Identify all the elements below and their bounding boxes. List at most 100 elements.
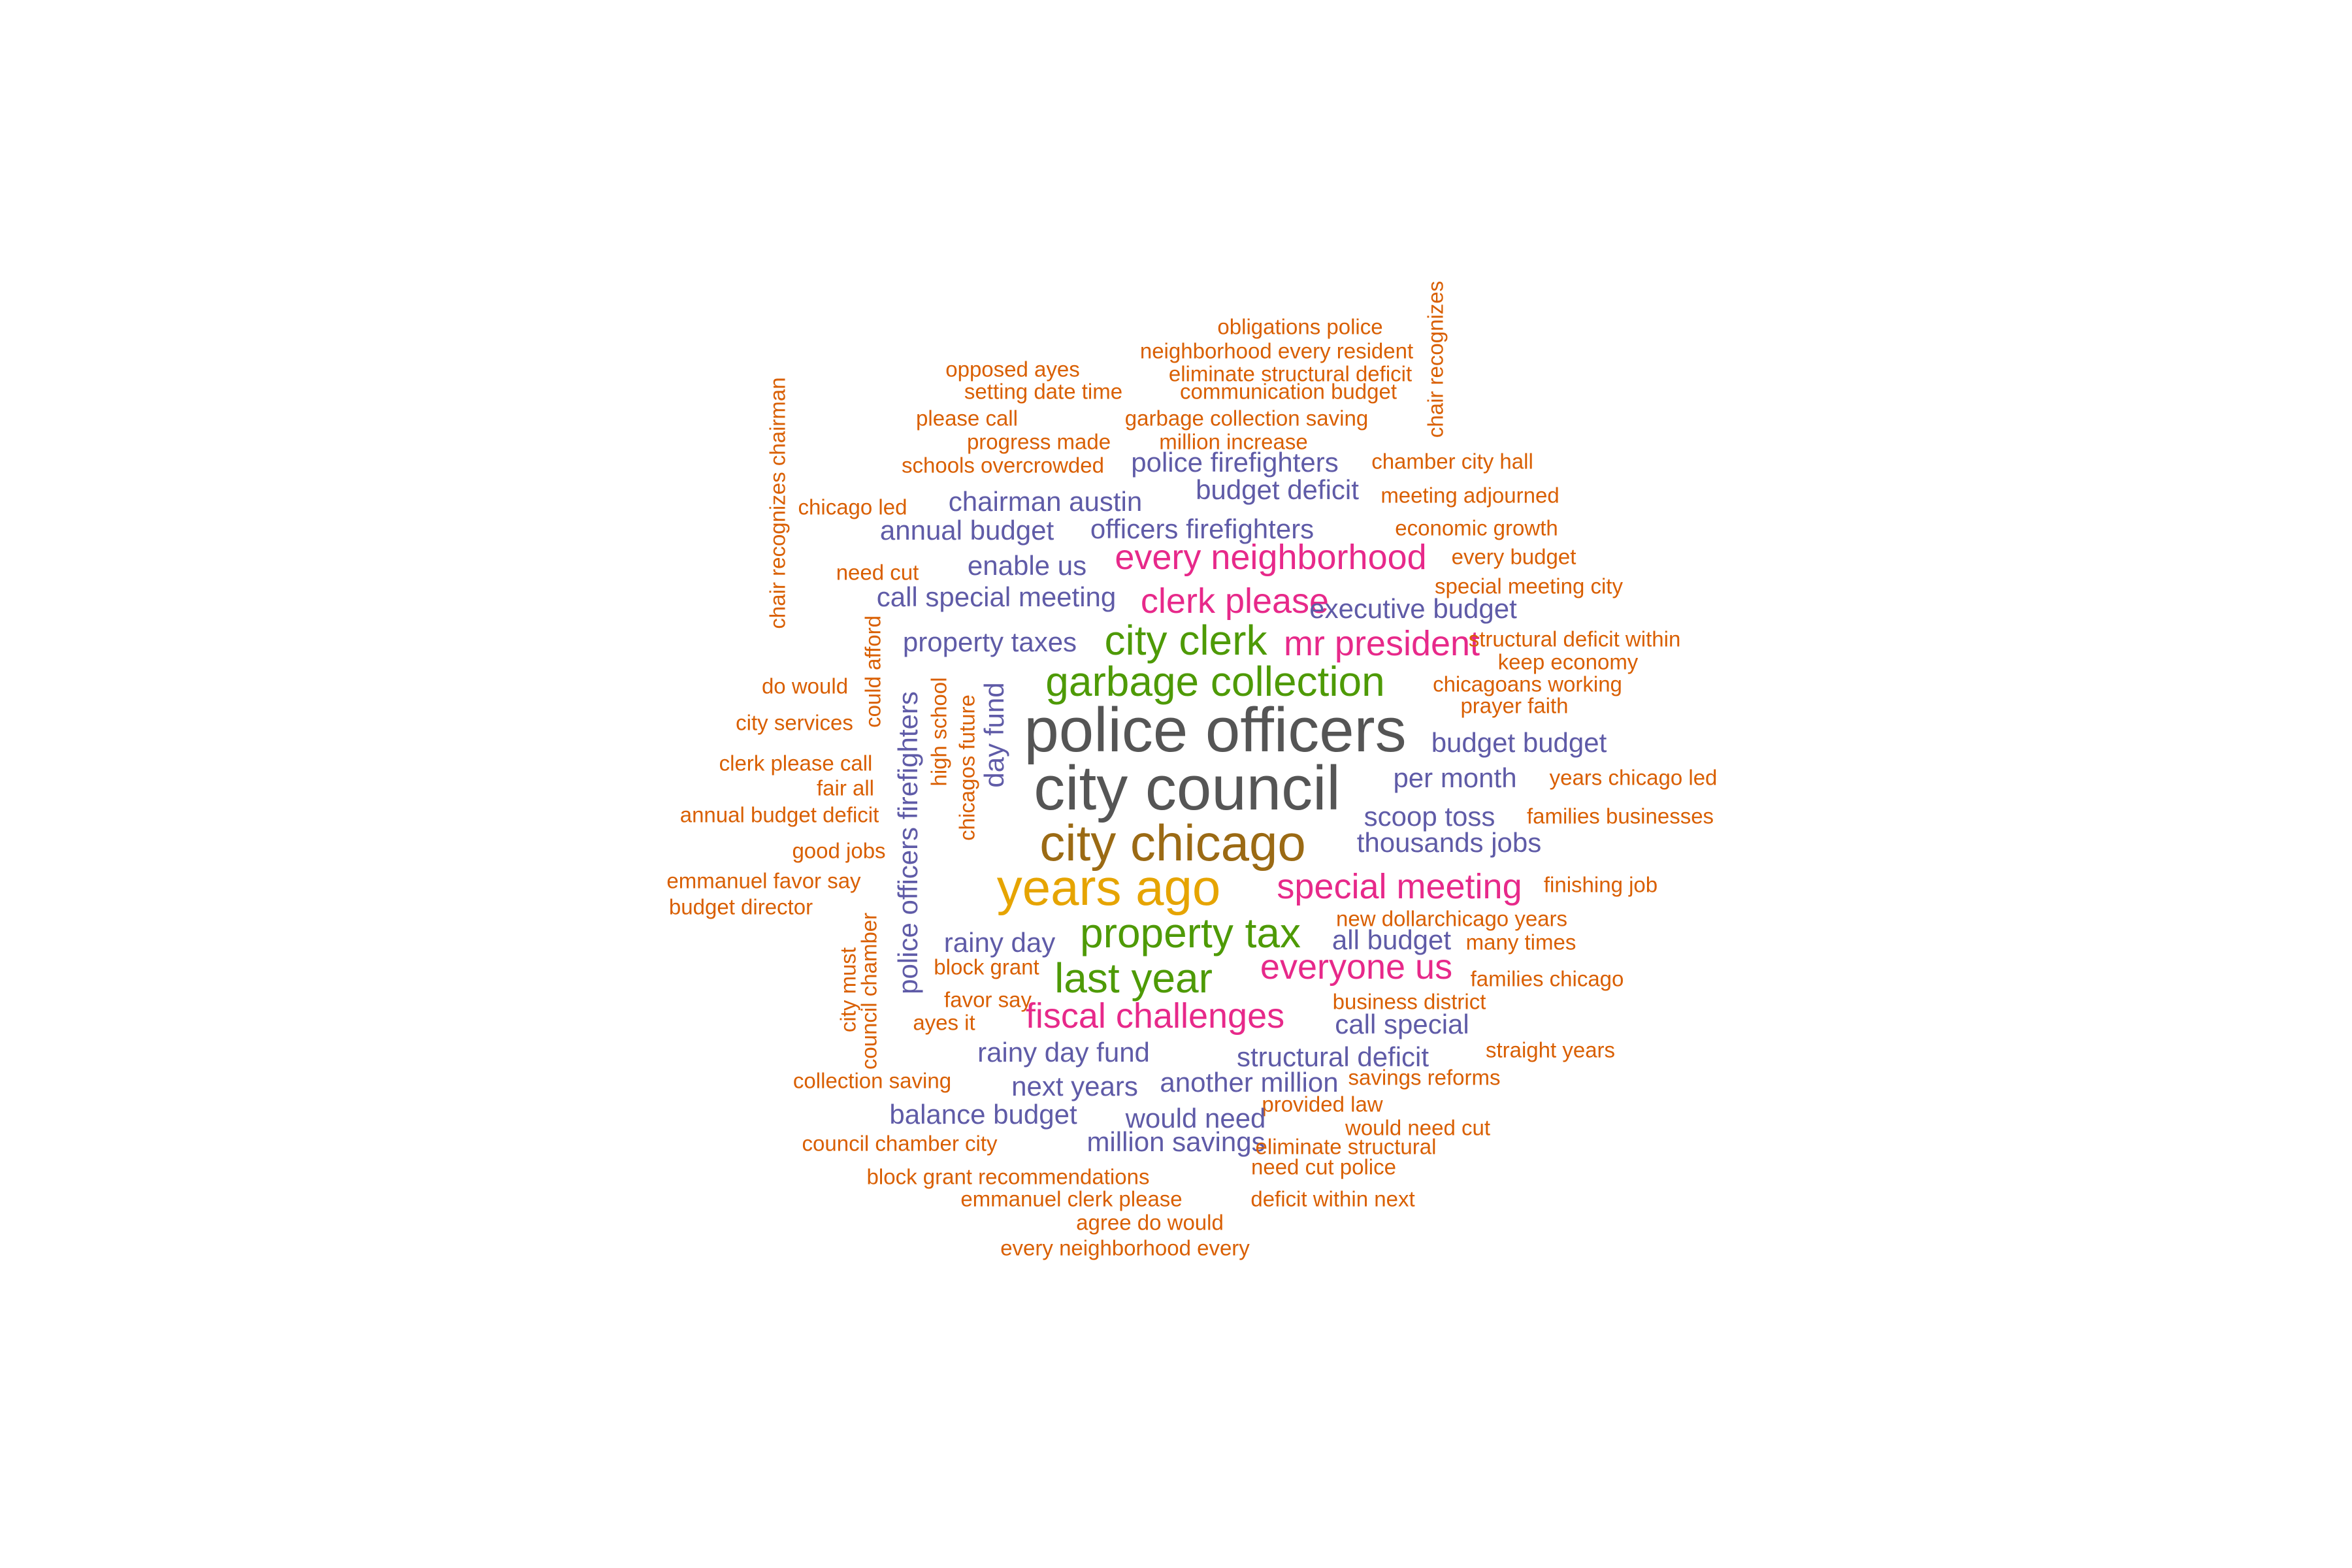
cloud-word: every budget xyxy=(1451,544,1576,569)
cloud-word: would need xyxy=(1125,1103,1266,1134)
cloud-word: high school xyxy=(926,677,951,787)
cloud-word: thousands jobs xyxy=(1356,827,1542,858)
cloud-word: provided law xyxy=(1262,1092,1383,1117)
cloud-word: million savings xyxy=(1086,1126,1266,1157)
cloud-word: agree do would xyxy=(1076,1210,1224,1235)
cloud-word: annual budget xyxy=(879,515,1054,546)
cloud-word: meeting adjourned xyxy=(1380,483,1560,508)
cloud-word: setting date time xyxy=(964,379,1123,404)
cloud-word: officers firefighters xyxy=(1090,514,1315,544)
cloud-word: chicagoans working xyxy=(1433,672,1622,696)
cloud-word: block grant xyxy=(934,955,1039,979)
cloud-word: special meeting xyxy=(1277,867,1522,906)
cloud-word: good jobs xyxy=(792,838,886,863)
cloud-word: per month xyxy=(1393,762,1517,793)
cloud-word: neighborhood every resident xyxy=(1139,338,1414,363)
cloud-word: police officers xyxy=(1024,695,1407,765)
cloud-word: police firefighters xyxy=(1131,447,1339,478)
cloud-word: economic growth xyxy=(1395,515,1558,540)
cloud-word: deficit within next xyxy=(1250,1186,1415,1211)
cloud-word: day fund xyxy=(979,682,1009,788)
cloud-word: city clerk xyxy=(1104,617,1267,664)
cloud-word: chicago led xyxy=(798,495,907,519)
cloud-word: structural deficit within xyxy=(1468,627,1681,651)
cloud-word: families businesses xyxy=(1526,804,1714,828)
cloud-word: block grant recommendations xyxy=(866,1164,1150,1189)
cloud-word: clerk please call xyxy=(719,751,873,776)
cloud-word: finishing job xyxy=(1543,872,1658,897)
cloud-word: do would xyxy=(761,674,849,698)
cloud-word: garbage collection xyxy=(1045,658,1385,705)
cloud-word: years ago xyxy=(996,858,1221,916)
cloud-word: another million xyxy=(1160,1067,1339,1098)
cloud-word: enable us xyxy=(967,550,1087,581)
cloud-word: keep economy xyxy=(1497,649,1639,674)
cloud-word: council chamber city xyxy=(802,1131,998,1156)
cloud-word: please call xyxy=(916,406,1018,431)
cloud-word: city council xyxy=(1034,753,1341,823)
cloud-word: schools overcrowded xyxy=(902,453,1104,478)
cloud-word: emmanuel clerk please xyxy=(960,1186,1183,1211)
cloud-word: chair recognizes chairman xyxy=(765,377,790,629)
cloud-word: fair all xyxy=(816,776,875,800)
cloud-word: budget budget xyxy=(1431,727,1607,758)
cloud-word: all budget xyxy=(1331,924,1452,955)
cloud-word: annual budget deficit xyxy=(679,802,879,827)
cloud-word: scoop toss xyxy=(1364,801,1495,832)
cloud-word: collection saving xyxy=(792,1068,952,1093)
cloud-word: chair recognizes xyxy=(1423,280,1448,438)
cloud-word: structural deficit xyxy=(1236,1041,1429,1072)
cloud-word: every neighborhood xyxy=(1115,538,1427,577)
cloud-word: property taxes xyxy=(902,627,1077,657)
cloud-word: call special meeting xyxy=(876,581,1117,612)
cloud-word: rainy day fund xyxy=(977,1037,1150,1068)
cloud-word: mr president xyxy=(1283,624,1480,663)
cloud-word: call special xyxy=(1335,1009,1469,1039)
cloud-word: council chamber xyxy=(857,912,881,1070)
cloud-word: million increase xyxy=(1159,429,1308,454)
cloud-word: eliminate structural deficit xyxy=(1168,361,1413,386)
cloud-word: everyone us xyxy=(1260,947,1453,987)
cloud-word: eliminate structural xyxy=(1255,1134,1437,1159)
cloud-word: years chicago led xyxy=(1549,765,1718,790)
cloud-word: opposed ayes xyxy=(945,357,1080,382)
cloud-word: garbage collection saving xyxy=(1124,406,1369,431)
cloud-word: rainy day xyxy=(943,927,1056,958)
cloud-word: next years xyxy=(1011,1071,1138,1102)
cloud-word: favor say xyxy=(944,987,1032,1012)
cloud-word: savings reforms xyxy=(1348,1065,1501,1090)
cloud-word: fiscal challenges xyxy=(1025,996,1285,1036)
cloud-word: city services xyxy=(736,710,853,735)
cloud-word: budget director xyxy=(668,894,813,919)
cloud-word: property tax xyxy=(1080,909,1301,956)
cloud-word: chamber city hall xyxy=(1371,449,1533,474)
cloud-word: last year xyxy=(1054,955,1213,1002)
cloud-word: executive budget xyxy=(1309,593,1517,624)
cloud-word: police officers firefighters xyxy=(892,691,923,994)
cloud-word: balance budget xyxy=(889,1099,1077,1130)
cloud-word: straight years xyxy=(1485,1037,1616,1062)
cloud-word: budget deficit xyxy=(1196,474,1359,505)
cloud-word: obligations police xyxy=(1217,314,1383,339)
cloud-word: chairman austin xyxy=(948,486,1143,517)
cloud-word: emmanuel favor say xyxy=(666,868,861,893)
cloud-word: special meeting city xyxy=(1435,574,1623,598)
cloud-word: need cut police xyxy=(1251,1154,1396,1179)
cloud-word: ayes it xyxy=(913,1010,975,1035)
cloud-word: could afford xyxy=(860,615,885,728)
cloud-word: progress made xyxy=(966,429,1111,454)
cloud-word: every neighborhood every xyxy=(1000,1235,1250,1260)
cloud-word: city chicago xyxy=(1039,814,1306,872)
cloud-word: business district xyxy=(1332,989,1486,1014)
cloud-word: communication budget xyxy=(1179,379,1397,404)
cloud-word: new dollarchicago years xyxy=(1335,906,1568,931)
cloud-word: prayer faith xyxy=(1460,693,1569,718)
cloud-word: would need cut xyxy=(1345,1115,1490,1140)
cloud-word: city must xyxy=(836,947,860,1033)
cloud-word: chicagos future xyxy=(955,694,979,841)
cloud-word: families chicago xyxy=(1470,966,1624,991)
cloud-word: many times xyxy=(1465,930,1576,955)
cloud-word: clerk please xyxy=(1140,581,1330,621)
cloud-word: need cut xyxy=(836,560,919,585)
